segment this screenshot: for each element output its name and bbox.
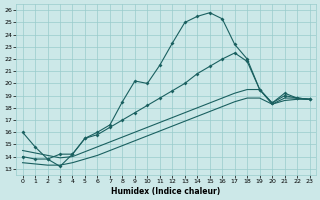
X-axis label: Humidex (Indice chaleur): Humidex (Indice chaleur) bbox=[111, 187, 221, 196]
